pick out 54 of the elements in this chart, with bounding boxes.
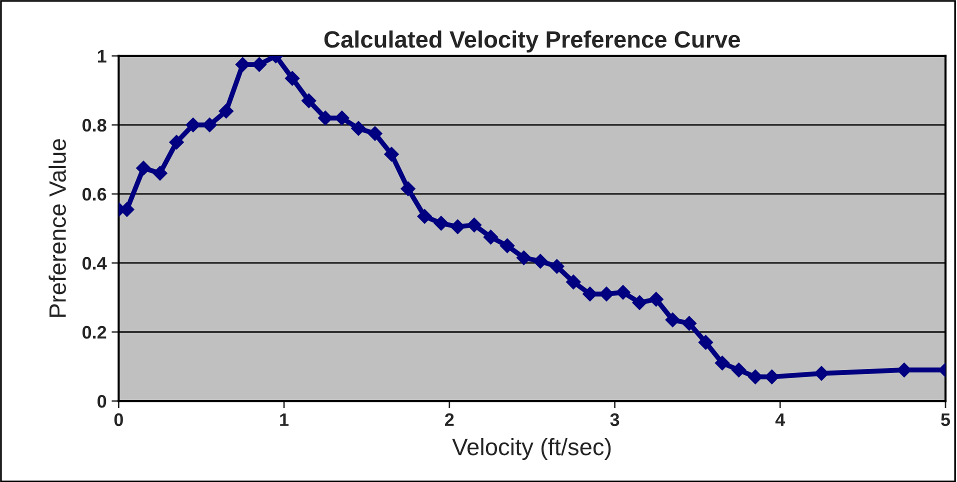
- point: [400, 181, 416, 196]
- x-tick-label: 3: [610, 413, 620, 426]
- y-tick-label: 0.6: [82, 188, 106, 201]
- point: [714, 356, 730, 370]
- point: [648, 292, 664, 307]
- point: [235, 57, 250, 72]
- point: [252, 57, 267, 72]
- x-tick-label: 0: [114, 413, 123, 426]
- y-axis-title: Preference Value: [48, 139, 66, 317]
- point: [417, 208, 432, 224]
- point: [814, 366, 829, 381]
- point: [202, 118, 218, 132]
- point: [731, 362, 746, 378]
- point: [516, 250, 532, 266]
- point: [318, 110, 333, 126]
- point: [466, 218, 482, 232]
- point: [284, 70, 300, 86]
- point: [632, 295, 647, 310]
- point: [582, 286, 598, 302]
- x-tick-label: 1: [280, 413, 289, 426]
- point: [748, 369, 763, 384]
- point: [351, 120, 366, 136]
- point: [186, 118, 200, 132]
- point: [368, 126, 382, 141]
- point: [218, 104, 234, 119]
- point: [483, 230, 498, 244]
- point: [152, 166, 168, 181]
- x-tick-label: 2: [445, 413, 454, 426]
- point: [682, 316, 697, 331]
- y-tick-label: 1: [98, 50, 106, 62]
- point: [665, 312, 680, 328]
- x-axis-title: Velocity (ft/sec): [452, 438, 611, 460]
- y-tick-label: 0.8: [82, 118, 106, 132]
- point: [896, 362, 912, 378]
- y-tick-label: 0.4: [82, 256, 107, 270]
- point: [301, 93, 316, 108]
- x-tick-label: 5: [941, 413, 950, 426]
- point: [500, 238, 515, 254]
- point: [550, 259, 564, 274]
- point: [698, 334, 714, 350]
- point: [434, 216, 449, 231]
- point: [616, 284, 630, 300]
- x-tick-label: 4: [775, 413, 786, 426]
- point: [136, 160, 151, 176]
- point: [334, 110, 350, 126]
- point: [532, 254, 548, 269]
- point: [384, 146, 399, 162]
- point: [566, 274, 581, 290]
- point: [599, 286, 614, 302]
- y-tick-label: 0.2: [82, 326, 106, 339]
- point: [169, 134, 184, 150]
- chart-title: Calculated Velocity Preference Curve: [324, 30, 740, 52]
- point: [450, 219, 466, 234]
- y-tick-label: 0: [98, 394, 106, 408]
